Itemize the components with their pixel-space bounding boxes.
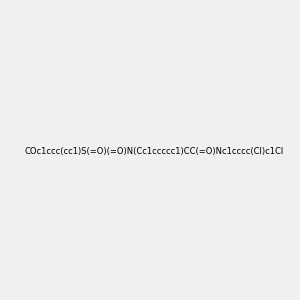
Text: COc1ccc(cc1)S(=O)(=O)N(Cc1ccccc1)CC(=O)Nc1cccc(Cl)c1Cl: COc1ccc(cc1)S(=O)(=O)N(Cc1ccccc1)CC(=O)N… [24, 147, 284, 156]
